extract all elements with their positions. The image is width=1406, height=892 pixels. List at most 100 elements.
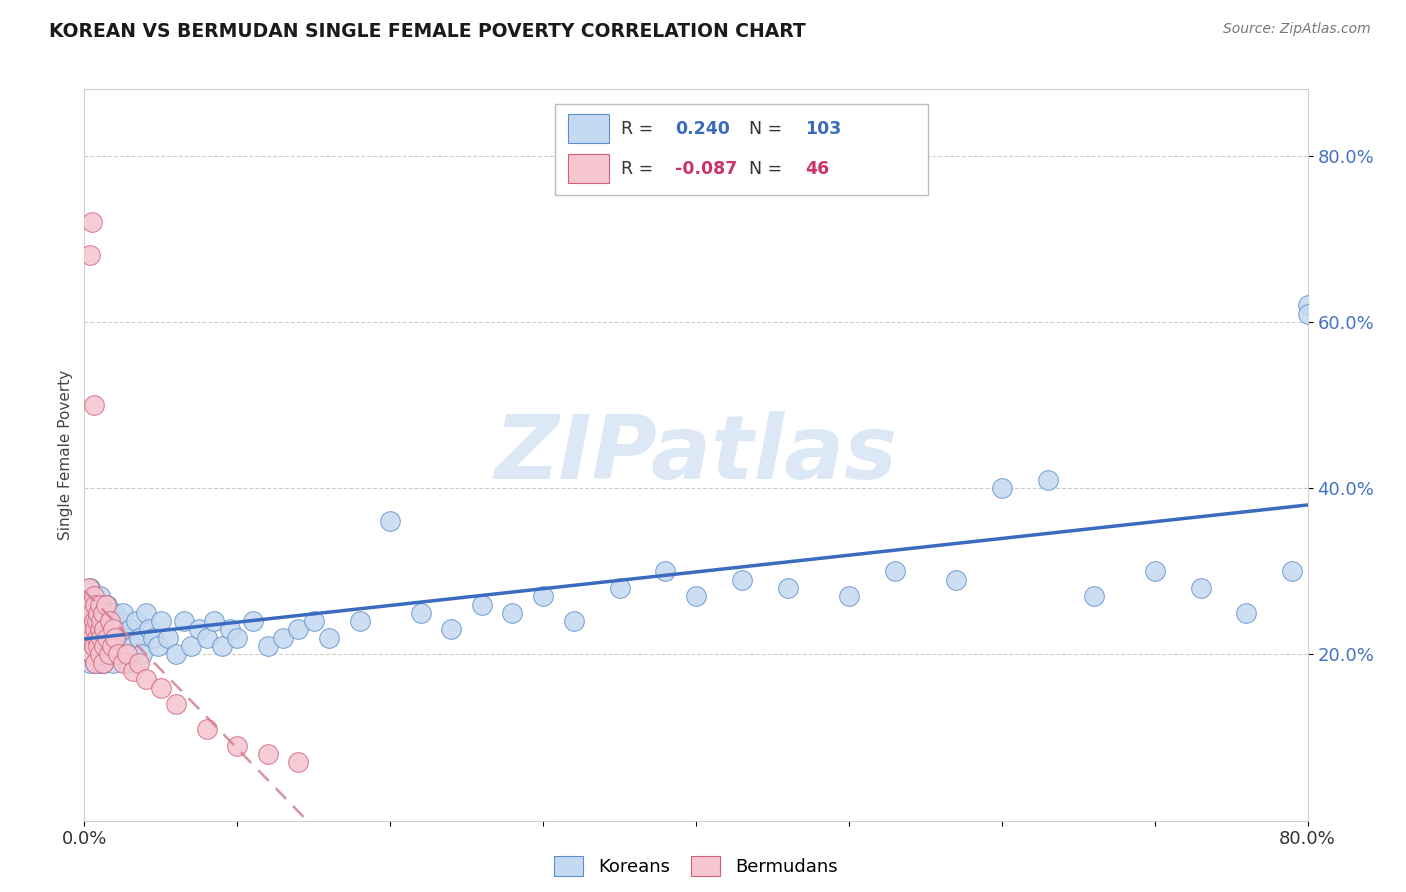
Point [211, 639, 233, 653]
Point [1234, 606, 1257, 620]
Point [125, 614, 148, 628]
Point [97, 648, 120, 662]
Point [79, 581, 101, 595]
Point [135, 673, 157, 687]
Point [654, 564, 676, 578]
Point [80, 606, 103, 620]
Point [80, 648, 103, 662]
Point [83, 639, 105, 653]
Point [76, 606, 98, 620]
Point [107, 648, 129, 662]
Text: ZIPatlas: ZIPatlas [495, 411, 897, 499]
Point [302, 614, 325, 628]
Point [97, 631, 120, 645]
Point [98, 623, 121, 637]
Point [91, 606, 114, 620]
Point [103, 623, 125, 637]
Point [79, 656, 101, 670]
Point [84, 623, 107, 637]
Point [226, 739, 249, 753]
Point [79, 598, 101, 612]
Point [86, 639, 108, 653]
Point [80, 631, 103, 645]
Point [91, 648, 114, 662]
Point [128, 656, 150, 670]
Point [84, 598, 107, 612]
Point [838, 589, 860, 603]
Point [83, 614, 105, 628]
Point [165, 648, 187, 662]
Point [531, 589, 554, 603]
Point [502, 606, 524, 620]
Point [1296, 307, 1319, 321]
Point [226, 631, 249, 645]
Point [271, 631, 294, 645]
Point [138, 623, 160, 637]
Point [89, 623, 111, 637]
Point [104, 606, 127, 620]
Point [107, 631, 129, 645]
Point [80, 598, 103, 612]
Point [83, 639, 105, 653]
Point [94, 639, 117, 653]
Point [409, 606, 432, 620]
Point [84, 656, 107, 670]
Point [101, 639, 124, 653]
Point [287, 623, 309, 637]
Point [86, 631, 108, 645]
Point [318, 631, 340, 645]
Point [883, 564, 905, 578]
Point [104, 631, 127, 645]
Point [86, 614, 108, 628]
Point [89, 648, 111, 662]
Point [111, 656, 134, 670]
Point [103, 656, 125, 670]
Point [93, 656, 115, 670]
Point [115, 656, 138, 670]
Point [1296, 298, 1319, 312]
Point [89, 598, 111, 612]
Point [89, 589, 111, 603]
Point [90, 631, 112, 645]
Point [380, 515, 402, 529]
Point [195, 631, 218, 645]
Point [89, 639, 111, 653]
Point [218, 623, 240, 637]
Point [128, 631, 150, 645]
Text: KOREAN VS BERMUDAN SINGLE FEMALE POVERTY CORRELATION CHART: KOREAN VS BERMUDAN SINGLE FEMALE POVERTY… [49, 22, 806, 41]
Point [188, 623, 211, 637]
Point [101, 639, 124, 653]
Point [83, 589, 105, 603]
Text: Source: ZipAtlas.com: Source: ZipAtlas.com [1223, 22, 1371, 37]
Point [440, 623, 463, 637]
Point [96, 623, 118, 637]
Point [122, 639, 145, 653]
Point [79, 248, 101, 262]
Point [84, 606, 107, 620]
Point [87, 639, 110, 653]
Point [1036, 473, 1059, 487]
Point [89, 623, 111, 637]
Point [202, 614, 225, 628]
Point [149, 681, 172, 695]
Point [91, 656, 114, 670]
Point [77, 631, 100, 645]
Y-axis label: Single Female Poverty: Single Female Poverty [58, 370, 73, 540]
Point [90, 631, 112, 645]
Point [90, 598, 112, 612]
Point [98, 614, 121, 628]
Point [76, 606, 98, 620]
Point [84, 623, 107, 637]
Point [111, 606, 134, 620]
Point [165, 698, 187, 712]
Point [87, 631, 110, 645]
Point [90, 614, 112, 628]
Point [108, 614, 131, 628]
Point [257, 747, 280, 761]
Point [349, 614, 371, 628]
Point [91, 606, 114, 620]
Point [110, 648, 132, 662]
Point [86, 614, 108, 628]
Point [562, 614, 585, 628]
Point [1281, 564, 1303, 578]
